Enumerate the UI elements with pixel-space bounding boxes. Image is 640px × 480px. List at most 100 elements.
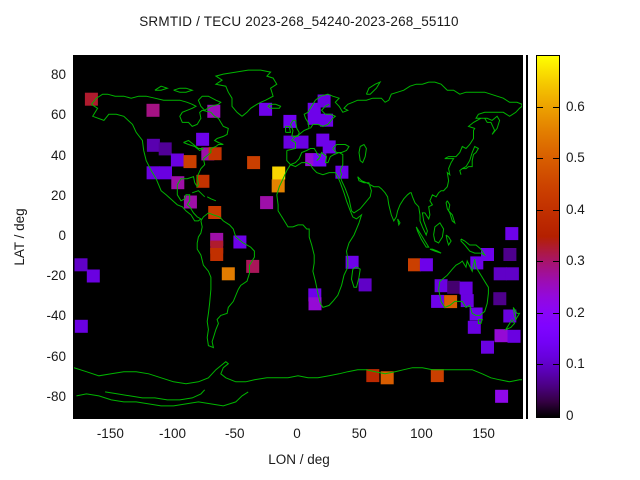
coastline: [358, 143, 367, 164]
heatmap-cell: [221, 267, 235, 281]
coastline: [91, 93, 229, 222]
coastline: [429, 248, 442, 254]
coastline: [477, 319, 483, 324]
heatmap-cell: [170, 153, 184, 167]
y-tick-label: -80: [46, 388, 66, 404]
x-tick-label: -50: [225, 426, 245, 441]
x-tick-label: 50: [351, 426, 367, 441]
heatmap-cell: [74, 319, 88, 333]
heatmap-cell: [481, 340, 494, 354]
coastline: [309, 103, 337, 129]
x-tick-label: 0: [293, 426, 301, 441]
coastline: [397, 218, 401, 227]
heatmap-cell: [447, 280, 461, 294]
coastline: [276, 162, 363, 308]
heatmap-cell: [159, 166, 172, 180]
colorbar-tick: [537, 261, 543, 262]
heatmap-cell: [467, 320, 481, 334]
coastline: [438, 258, 489, 316]
heatmap-cell: [494, 329, 508, 343]
heatmap-cell: [444, 295, 458, 309]
colorbar-tick: [553, 158, 559, 159]
colorbar-tick: [537, 158, 543, 159]
heatmap-cell: [283, 114, 297, 128]
heatmap-cell: [505, 227, 519, 241]
colorbar-tick: [537, 313, 543, 314]
heatmap-cell: [431, 294, 445, 308]
colorbar-tick: [553, 313, 559, 314]
heatmap-cell: [322, 140, 336, 154]
coastline: [267, 103, 282, 109]
heatmap-cell: [380, 371, 394, 385]
x-axis-label: LON / deg: [268, 452, 330, 467]
colorbar-tick-label: 0.6: [566, 98, 585, 114]
coastline: [76, 391, 249, 407]
heatmap-cell: [317, 94, 331, 108]
colorbar-tick: [553, 107, 559, 108]
heatmap-cell: [460, 294, 474, 308]
heatmap-cell: [308, 297, 322, 311]
heatmap-cell: [246, 259, 260, 273]
y-tick-label: 60: [50, 107, 66, 123]
heatmap-cell: [408, 258, 421, 272]
heatmap-cell: [295, 135, 309, 149]
colorbar-tick: [553, 261, 559, 262]
heatmap-cell: [208, 147, 222, 161]
heatmap-cell: [507, 329, 521, 343]
y-tick-label: 0: [58, 228, 66, 243]
heatmap-cell: [247, 156, 261, 170]
heatmap-cell: [493, 292, 507, 306]
coastline: [154, 85, 169, 91]
heatmap-cell: [196, 132, 210, 146]
coastline: [512, 307, 521, 321]
coastline: [196, 212, 255, 349]
coastline: [460, 238, 487, 257]
coastline: [214, 69, 278, 117]
y-tick-label: 20: [50, 187, 66, 203]
colorbar-tick: [537, 364, 543, 365]
heatmap-cell: [208, 206, 222, 219]
coastline: [350, 266, 361, 288]
heatmap-cell: [210, 248, 224, 261]
coastline: [415, 226, 430, 248]
coastline: [459, 145, 480, 175]
heatmap-cell: [158, 142, 172, 156]
y-tick-label: -20: [46, 268, 66, 284]
coastline: [285, 125, 292, 133]
heatmap-cell: [260, 196, 274, 210]
coastline: [105, 389, 206, 401]
coastline: [445, 200, 456, 225]
coastline: [286, 81, 522, 237]
colorbar-tick: [553, 364, 559, 365]
heatmap-cell: [503, 309, 517, 323]
y-tick-label: -40: [46, 308, 66, 324]
heatmap-cell: [196, 174, 210, 188]
heatmap-cell: [320, 113, 334, 127]
heatmap-cell: [74, 258, 88, 272]
heatmap-cell: [84, 92, 98, 106]
heatmap-cell: [358, 278, 372, 292]
colorbar-tick-label: 0.4: [566, 201, 585, 217]
map-plot-area: [73, 55, 523, 419]
heatmap-cell: [459, 281, 473, 295]
heatmap-cell: [419, 258, 433, 272]
heatmap-cell: [207, 104, 221, 118]
coastline: [365, 81, 382, 95]
coastline: [445, 234, 452, 247]
heatmap-cell: [493, 267, 507, 281]
x-tick-label: 150: [472, 426, 495, 441]
y-tick-label: 80: [50, 67, 66, 83]
heatmap-cell: [307, 111, 321, 125]
x-tick-label: -150: [96, 426, 124, 441]
heatmap-cell: [430, 369, 444, 383]
colorbar-tick-label: 0.5: [566, 150, 585, 166]
coastline: [183, 139, 204, 152]
heatmap-cell: [345, 255, 359, 269]
colorbar-tick-label: 0.2: [566, 304, 585, 320]
coastline: [433, 222, 445, 244]
colorbar-tick: [537, 210, 543, 211]
heatmap-cell: [272, 166, 286, 180]
heatmap-cell: [505, 267, 519, 281]
heatmap-cell: [183, 195, 197, 209]
heatmap-cell: [86, 269, 100, 283]
